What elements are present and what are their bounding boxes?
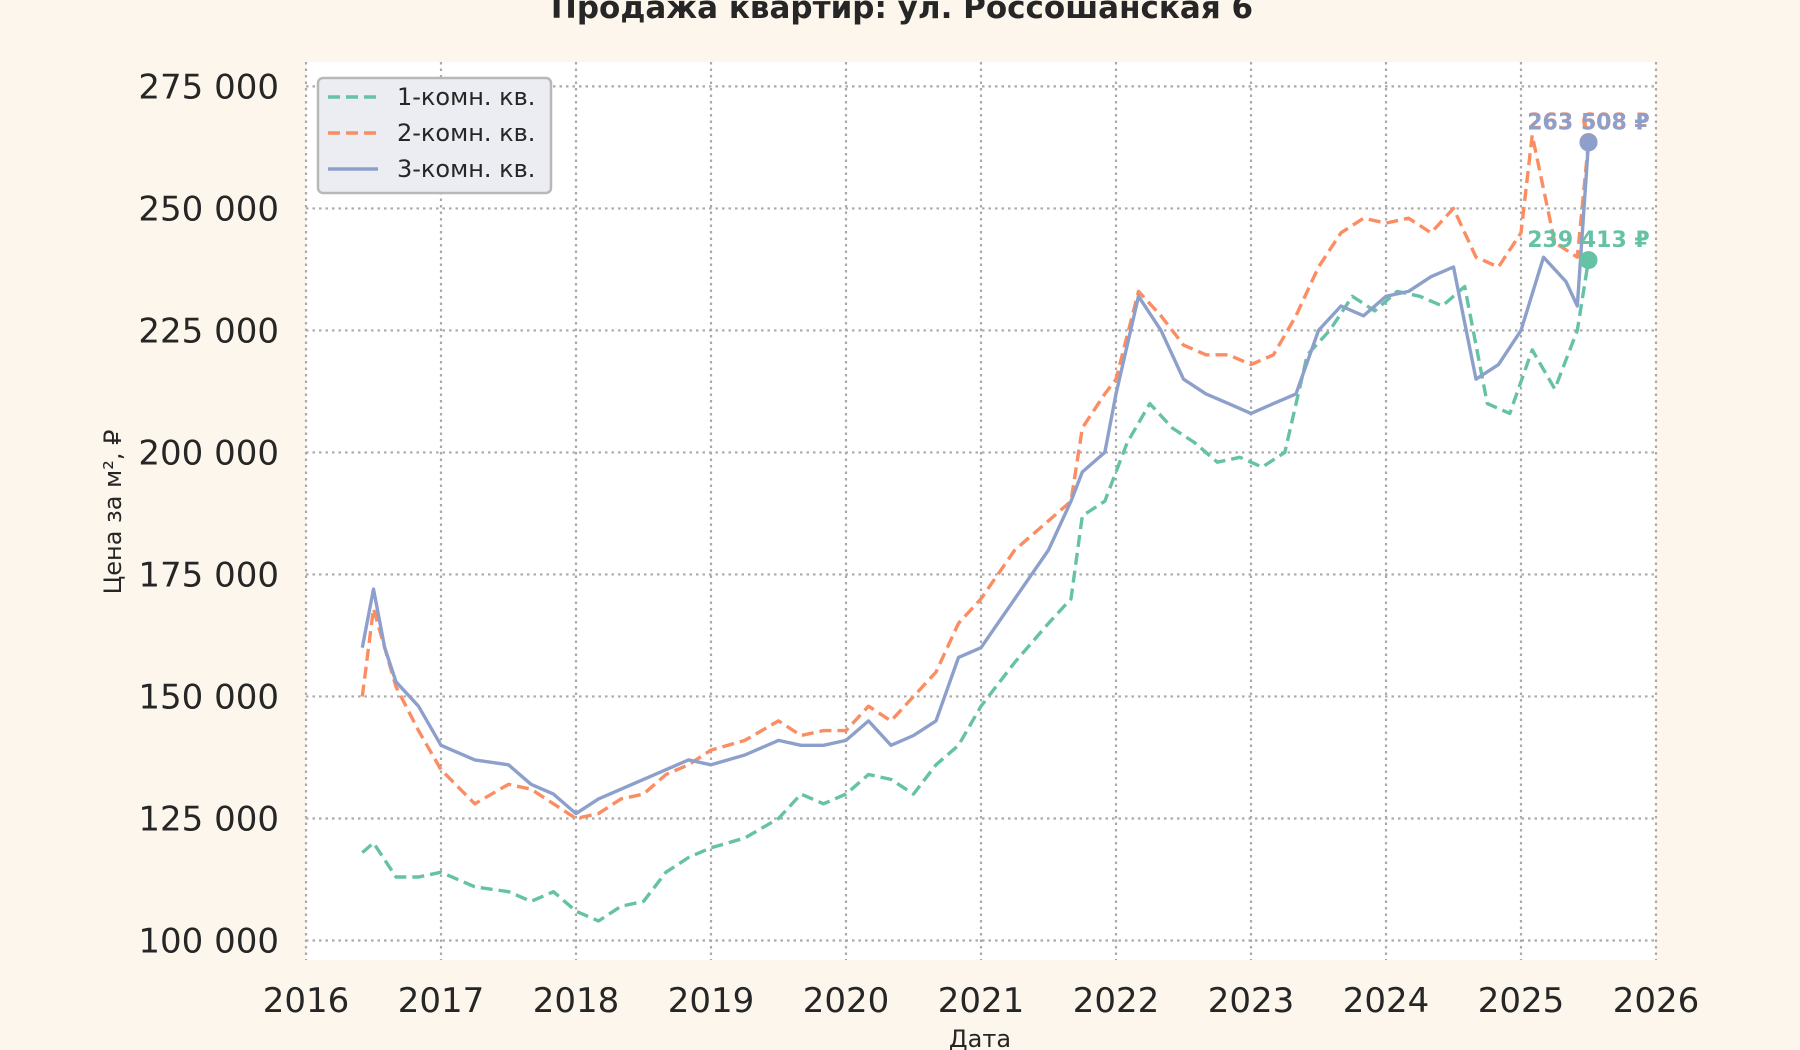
series-line-2 — [360, 133, 1591, 821]
y-tick-label-200000: 200 000 — [138, 433, 279, 473]
grid-lines — [304, 62, 1658, 960]
end-value-label-1: 263 608 ₽ — [1527, 110, 1649, 135]
y-tick-label-125000: 125 000 — [138, 799, 279, 839]
legend-label-1: 1-комн. кв. — [397, 83, 535, 111]
legend-box — [316, 76, 553, 195]
chart-title: Продажа квартир: ул. Россошанская 6 — [551, 0, 1253, 26]
y-axis-label: Цена за м², ₽ — [99, 430, 127, 595]
x-tick-label-2021: 2021 — [938, 981, 1025, 1021]
y-axis: 100 000 125 000 150 000 175 000 200 000 225 0… — [138, 67, 279, 961]
y-tick-label-225000: 225 000 — [138, 311, 279, 351]
x-tick-label-2026: 2026 — [1613, 981, 1700, 1021]
series-line-3 — [360, 142, 1591, 816]
x-tick-label-2018: 2018 — [533, 981, 620, 1021]
x-tick-label-2023: 2023 — [1208, 981, 1295, 1021]
legend-label-2: 2-комн. кв. — [397, 119, 535, 147]
x-axis-label: Дата — [949, 1025, 1011, 1050]
y-tick-label-175000: 175 000 — [138, 555, 279, 595]
x-tick-label-2017: 2017 — [398, 981, 485, 1021]
x-tick-label-2020: 2020 — [803, 981, 890, 1021]
legend: 1-комн. кв. 2-комн. кв. 3-комн. кв. — [316, 76, 553, 195]
end-value-label-3: 239 413 ₽ — [1527, 228, 1649, 253]
x-axis: 2016 2017 2018 2019 2020 2021 2022 2023 2024 2025… — [263, 981, 1700, 1021]
y-tick-label-250000: 250 000 — [138, 189, 279, 229]
end-value-label-2: 263 508 ₽ — [1527, 110, 1649, 135]
x-tick-label-2024: 2024 — [1343, 981, 1430, 1021]
end-markers: 263 608 ₽263 508 ₽ 239 413 ₽ — [1527, 110, 1650, 270]
y-tick-label-100000: 100 000 — [138, 921, 279, 961]
x-tick-label-2016: 2016 — [263, 981, 350, 1021]
legend-label-3: 3-комн. кв. — [397, 155, 535, 183]
y-tick-label-150000: 150 000 — [138, 677, 279, 717]
x-tick-label-2019: 2019 — [668, 981, 755, 1021]
series-end-marker-1 — [1579, 251, 1598, 270]
x-tick-label-2025: 2025 — [1478, 981, 1565, 1021]
series-end-marker-3 — [1579, 133, 1598, 152]
y-tick-label-275000: 275 000 — [138, 67, 279, 107]
series-lines — [360, 133, 1591, 923]
x-tick-label-2022: 2022 — [1073, 981, 1160, 1021]
